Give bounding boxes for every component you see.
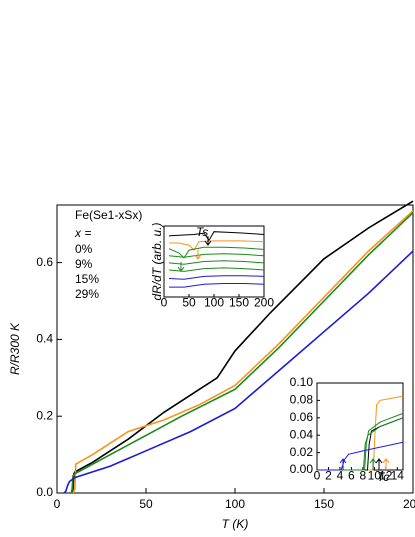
line-series [168,275,265,280]
x-tick-label: 150 [314,497,334,511]
line-series [317,441,404,471]
x-tick-label: 0 [161,296,168,310]
x-tick-label: 100 [225,497,245,511]
y-tick-label: 0.02 [290,445,314,459]
legend-entry: 15% [75,272,99,286]
legend-entry: 0% [75,242,93,256]
x-tick-label: 8 [360,469,367,483]
line-series [168,231,265,242]
annotation: Tc [377,470,389,484]
y-tick-label: 0.2 [36,408,53,422]
x-tick-label: 6 [348,469,355,483]
x-tick-label: 10 [368,469,382,483]
x-tick-label: 4 [337,469,344,483]
chart-1: 0 50 100 150 200 dR/dT (arb. u.) Ts [150,222,274,309]
y-tick-label: 0.00 [290,462,314,476]
line-series [169,240,265,251]
legend-subtitle: x = [74,226,91,240]
x-tick-label: 50 [182,296,196,310]
plot-frame [316,382,404,471]
arrow-green [177,262,185,272]
x-tick-label: 100 [204,296,224,310]
x-tick-label: 2 [325,469,332,483]
y-tick-label: 0.4 [36,332,53,346]
x-tick-label: 14 [391,469,405,483]
x-tick-label: 50 [139,497,153,511]
arrows [177,236,390,470]
arrow-blue [339,458,347,470]
annotation: Ts [196,225,208,239]
y-tick-label: 0.06 [290,410,314,424]
line-series [168,253,265,258]
line-series [168,246,265,259]
x-tick-label: 12 [379,469,393,483]
x-axis-label: T (K) [222,517,249,531]
y-tick-label: 0.04 [290,427,314,441]
y-axis-label: dR/dT (arb. u.) [150,222,164,300]
y-tick-label: 0.10 [290,375,314,389]
arrow-orange-tc [382,458,390,470]
line-series [317,417,404,471]
y-axis-label: R/R300 K [8,322,22,375]
legend-entry: 29% [75,287,99,301]
x-tick-label: 0 [314,469,321,483]
line-series [70,212,414,494]
x-tick-label: 150 [229,296,249,310]
line-series [169,283,265,288]
x-tick-label: 0 [54,497,61,511]
arrow-black-tc [375,458,383,470]
line-series [63,250,414,494]
legend-title: Fe(Se1-xSx) [75,208,142,222]
y-tick-label: 0.6 [36,255,53,269]
arrow-orange [194,250,202,260]
x-tick-label: 200 [254,296,274,310]
legend-entry: 9% [75,257,93,271]
arrow-green-tc [369,458,377,470]
arrow-ts [204,236,212,246]
x-tick-label: 200 [403,497,415,511]
y-tick-label: 0.08 [290,393,314,407]
y-tick-label: 0.0 [36,485,53,499]
line-series [72,210,414,494]
